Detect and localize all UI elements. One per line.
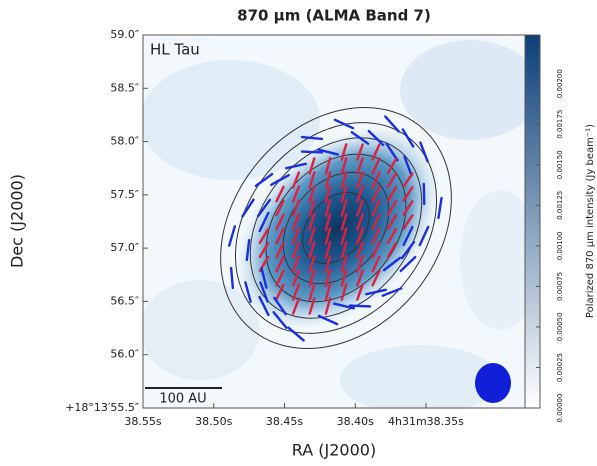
vector xyxy=(350,306,370,307)
y-tick-label: 58.5″ xyxy=(110,81,139,94)
colorbar-tick-label: 0.00150 xyxy=(556,150,564,179)
y-tick-label: 57.0″ xyxy=(110,241,139,254)
y-tick-label: 57.5″ xyxy=(110,188,139,201)
image-area: 100 AU HL Tau xyxy=(140,35,540,415)
colorbar-label: Polarized 870 μm intensity (Jy beam⁻¹) xyxy=(585,124,596,318)
colorbar-tick-label: 0.00000 xyxy=(556,394,564,423)
x-tick-label: 38.40s xyxy=(337,415,374,428)
noise-patch xyxy=(400,40,540,140)
y-tick-label: 58.0″ xyxy=(110,135,139,148)
beam xyxy=(475,363,511,403)
colorbar xyxy=(525,35,540,408)
x-axis-label: RA (J2000) xyxy=(292,441,376,460)
y-tick-label: 59.0″ xyxy=(110,28,139,41)
y-tick-label: 56.0″ xyxy=(110,348,139,361)
vector xyxy=(302,152,322,153)
vector xyxy=(231,268,233,288)
y-tick-label: 56.5″ xyxy=(110,294,139,307)
colorbar-tick-label: 0.00100 xyxy=(556,231,564,260)
colorbar-tick-label: 0.00125 xyxy=(556,191,564,220)
source-label: HL Tau xyxy=(150,41,200,59)
colorbar-tick-label: 0.00025 xyxy=(556,353,564,382)
x-tick-label: 38.50s xyxy=(195,415,232,428)
colorbar-tick-label: 0.00075 xyxy=(556,272,564,301)
x-tick-label: 38.45s xyxy=(266,415,303,428)
scale-bar-label: 100 AU xyxy=(159,392,206,407)
colorbar-tick-label: 0.00175 xyxy=(556,110,564,139)
x-tick-label: 4h31m38.35s xyxy=(388,415,464,428)
chart-title: 870 μm (ALMA Band 7) xyxy=(237,7,431,25)
colorbar-tick-label: 0.00200 xyxy=(556,69,564,98)
y-tick-label: +18°13′55.5″ xyxy=(65,401,139,414)
colorbar-tick-label: 0.00050 xyxy=(556,312,564,341)
x-tick-label: 38.55s xyxy=(124,415,161,428)
y-axis-label: Dec (J2000) xyxy=(8,174,27,268)
